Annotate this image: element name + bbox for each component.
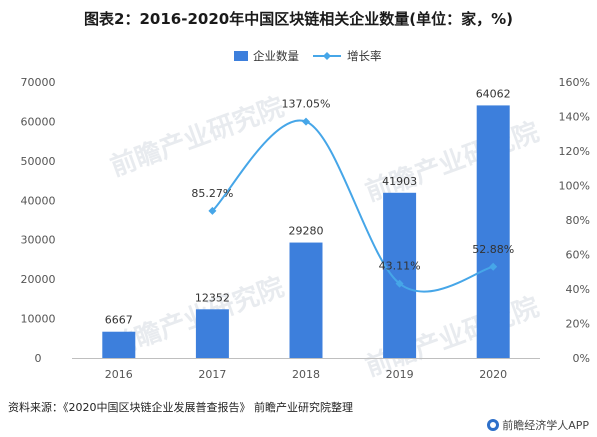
bar <box>195 309 229 358</box>
line-value-label: 137.05% <box>282 98 331 111</box>
bar <box>102 331 136 358</box>
brand-text: 前瞻经济学人APP <box>502 419 589 432</box>
y-right-tick-label: 40% <box>566 283 590 296</box>
y-left-tick-label: 40000 <box>21 194 56 207</box>
line-value-label: 52.88% <box>472 243 514 256</box>
legend: 企业数量 增长率 <box>234 49 382 63</box>
y-right-tick-label: 20% <box>566 318 590 331</box>
y-left-tick-label: 20000 <box>21 273 56 286</box>
line-point <box>302 117 310 126</box>
legend-bar-swatch <box>234 51 248 61</box>
bar-value-label: 41903 <box>382 175 417 188</box>
bar-series <box>102 105 510 358</box>
y-left-tick-label: 60000 <box>21 115 56 128</box>
legend-line-label: 增长率 <box>347 49 382 63</box>
x-tick-label: 2017 <box>198 368 226 381</box>
y-right-tick-label: 60% <box>566 249 590 262</box>
x-tick-label: 2019 <box>386 368 414 381</box>
watermark-1: 前瞻产业研究院 <box>106 91 288 182</box>
bar <box>383 192 417 358</box>
line-point <box>395 279 404 288</box>
y-right-tick-label: 140% <box>559 111 590 124</box>
bar-value-label: 29280 <box>289 225 324 238</box>
growth-line <box>211 119 494 293</box>
x-tick-label: 2020 <box>479 368 507 381</box>
legend-bar-label: 企业数量 <box>253 49 299 63</box>
y-right-tick-label: 120% <box>559 145 590 158</box>
axes: 0 10000 20000 30000 40000 50000 60000 70000 0% 20… <box>21 76 591 381</box>
line-point <box>489 262 498 271</box>
bar-value-label: 64062 <box>476 87 511 100</box>
line-value-label: 85.27% <box>191 187 233 200</box>
y-right-tick-label: 0% <box>573 352 590 365</box>
bar-value-label: 6667 <box>105 314 133 327</box>
y-left-tick-label: 50000 <box>21 155 56 168</box>
y-right-tick-label: 100% <box>559 180 590 193</box>
y-left-tick-label: 10000 <box>21 313 56 326</box>
brand-logo-icon <box>487 419 500 431</box>
x-tick-label: 2016 <box>105 368 133 381</box>
chart-title: 图表2：2016-2020年中国区块链相关企业数量(单位：家，%) <box>84 10 513 28</box>
x-tick-label: 2018 <box>292 368 320 381</box>
bar-value-label: 12352 <box>195 291 230 304</box>
data-labels: 6667 12352 29280 41903 64062 85.27% 137.05% 43.… <box>105 87 514 326</box>
y-left-tick-label: 30000 <box>21 234 56 247</box>
bar <box>476 105 510 358</box>
bar <box>289 242 323 358</box>
y-left-tick-label: 0 <box>35 352 42 365</box>
legend-line-marker <box>323 52 331 60</box>
source-note: 资料来源：《2020中国区块链企业发展普查报告》 前瞻产业研究院整理 <box>8 401 353 414</box>
line-series <box>208 117 498 293</box>
line-point <box>208 206 217 215</box>
y-right-tick-label: 80% <box>566 214 590 227</box>
brand-credit: 前瞻经济学人APP <box>487 417 589 433</box>
y-left-tick-label: 70000 <box>21 76 56 89</box>
line-value-label: 43.11% <box>379 260 421 273</box>
y-right-tick-label: 160% <box>559 76 590 89</box>
